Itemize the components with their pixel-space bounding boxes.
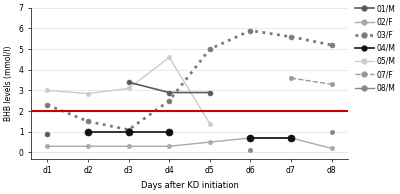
05/M [207, 122, 212, 125]
03/F [167, 100, 172, 102]
04/M [126, 131, 131, 133]
03/F [126, 129, 131, 131]
05/M [86, 92, 90, 95]
Line: 03/F: 03/F [45, 28, 334, 132]
03/F [329, 44, 334, 46]
03/F [86, 120, 90, 123]
03/F [248, 29, 253, 32]
Legend: 01/M, 02/F, 03/F, 04/M, 05/M, 07/F, 08/M: 01/M, 02/F, 03/F, 04/M, 05/M, 07/F, 08/M [355, 4, 396, 92]
07/F [288, 77, 293, 79]
05/M [45, 89, 50, 92]
X-axis label: Days after KD initiation: Days after KD initiation [140, 181, 238, 190]
Line: 07/F: 07/F [289, 76, 334, 86]
Line: 04/M: 04/M [84, 128, 173, 135]
03/F [288, 36, 293, 38]
02/F [288, 137, 293, 139]
03/F [45, 104, 50, 106]
Line: 05/M: 05/M [45, 55, 212, 126]
Line: 02/F: 02/F [45, 136, 334, 150]
02/F [248, 137, 253, 139]
02/F [126, 145, 131, 147]
02/F [86, 145, 90, 147]
05/M [167, 56, 172, 59]
02/F [207, 141, 212, 143]
02/F [167, 145, 172, 147]
02/F [45, 145, 50, 147]
Y-axis label: BHB levels (mmol/l): BHB levels (mmol/l) [4, 45, 13, 121]
07/F [329, 83, 334, 85]
04/M [167, 131, 172, 133]
02/F [329, 147, 334, 149]
05/M [126, 87, 131, 90]
04/M [86, 131, 90, 133]
03/F [207, 48, 212, 50]
